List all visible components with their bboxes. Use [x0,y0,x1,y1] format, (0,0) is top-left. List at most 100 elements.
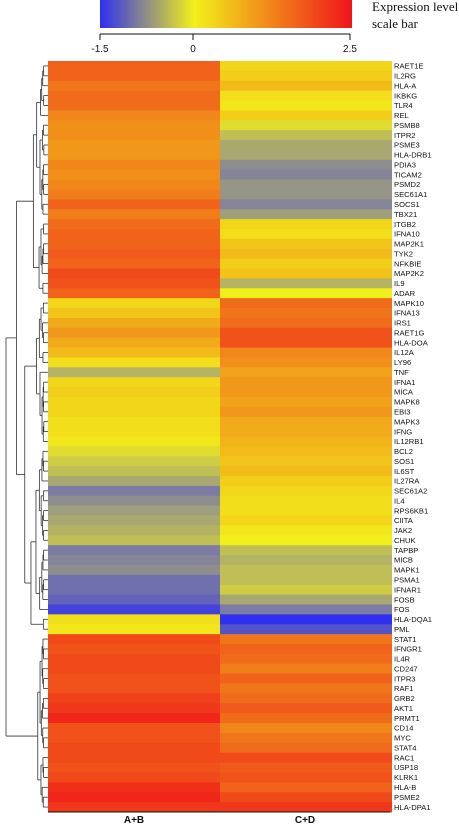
heatmap-cell [48,367,220,378]
heatmap-cell [48,476,220,487]
heatmap-cell [220,347,392,358]
gene-label: MAPK1 [394,566,420,575]
gene-label: PSMD2 [394,180,420,189]
heatmap-cell [220,189,392,200]
heatmap-cell [48,377,220,388]
gene-label: PRMT1 [394,714,420,723]
heatmap-cell [220,367,392,378]
heatmap-cell [220,693,392,704]
heatmap-cell [220,732,392,744]
heatmap-cell [220,308,392,319]
heatmap-cell [48,525,220,536]
gene-label: IFNG [394,427,412,436]
gene-label: HLA-DRB1 [394,151,432,160]
gene-label: IKBKG [394,91,417,100]
heatmap-cell [220,377,392,388]
heatmap-cell [220,159,392,171]
heatmap-cell [220,792,392,803]
heatmap-cells [48,61,392,813]
heatmap-cell [220,555,392,566]
heatmap-cell [48,545,220,556]
gene-label: IFNA10 [394,230,420,239]
heatmap-cell [220,387,392,398]
heatmap-cell [220,110,392,121]
heatmap-cell [220,594,392,605]
heatmap-cell [48,199,220,210]
heatmap-cell [48,90,220,101]
heatmap-cell [220,258,392,269]
gene-label: TNF [394,368,409,377]
heatmap-cell [48,159,220,171]
heatmap-cell [48,228,220,240]
heatmap-cell [48,337,220,348]
gene-label: TAPBP [394,546,418,555]
heatmap-cell [220,317,392,329]
gene-label: CHUK [394,536,416,545]
heatmap-cell [48,248,220,260]
heatmap-cell [48,555,220,566]
heatmap-cell [220,584,392,595]
heatmap-cell [220,149,392,161]
heatmap-cell [48,752,220,763]
gene-label: PSME3 [394,141,420,150]
gene-label: KLRK1 [394,773,418,782]
heatmap-cell [220,199,392,210]
heatmap-cell [220,80,392,92]
gene-label: MICA [394,388,414,397]
heatmap-cell [48,624,220,635]
heatmap-cell [48,209,220,220]
gene-label: PSMB8 [394,121,420,130]
gene-label: JAK2 [394,526,412,535]
heatmap-cell [48,792,220,803]
heatmap-cell [220,604,392,615]
gene-label: IRS1 [394,319,411,328]
gene-label: USP18 [394,763,418,772]
heatmap-cell [220,140,392,151]
heatmap-cell [48,278,220,289]
gene-label: ADAR [394,289,416,298]
gene-label: TICAM2 [394,170,422,179]
gene-label: STAT4 [394,743,417,752]
colorbar-label-line2: scale bar [372,16,419,31]
heatmap-cell [220,683,392,694]
heatmap-cell [48,634,220,645]
gene-label: RAET1E [394,62,424,71]
gene-label: IL2RG [394,72,416,81]
heatmap-cell [48,268,220,279]
gene-label: SOS1 [394,457,414,466]
heatmap-cell [48,703,220,714]
gene-label: MYC [394,734,411,743]
heatmap-cell [220,456,392,467]
gene-label: RAF1 [394,684,413,693]
heatmap-cell [220,426,392,437]
heatmap-cell [48,584,220,595]
heatmap-cell [48,406,220,418]
gene-label: RPS6KB1 [394,506,428,515]
heatmap-cell [48,298,220,309]
gene-label: FOS [394,605,410,614]
colorbar-gradient [100,0,352,28]
heatmap-cell [48,396,220,408]
heatmap-cell [220,545,392,556]
heatmap-cell [220,327,392,339]
heatmap-cell [48,80,220,92]
heatmap-cell [48,61,220,72]
heatmap-cell [48,120,220,131]
heatmap-cell [220,288,392,299]
gene-label: AKT1 [394,704,413,713]
heatmap-cell [220,396,392,408]
heatmap-cell [220,70,392,82]
heatmap-cell [48,663,220,675]
gene-label: IL12RB1 [394,437,424,446]
heatmap-cell [220,357,392,368]
gene-label: HLA-DQA1 [394,615,432,624]
gene-label: REL [394,111,409,120]
gene-label: HLA-DOA [394,338,429,347]
heatmap-cell [220,624,392,635]
gene-label: PDIA3 [394,160,416,169]
colorbar-tick-label-mid: 0 [190,44,196,55]
gene-label: CIITA [394,516,414,525]
heatmap-cell [220,515,392,526]
gene-label: BCL2 [394,447,413,456]
gene-label: PML [394,625,410,634]
